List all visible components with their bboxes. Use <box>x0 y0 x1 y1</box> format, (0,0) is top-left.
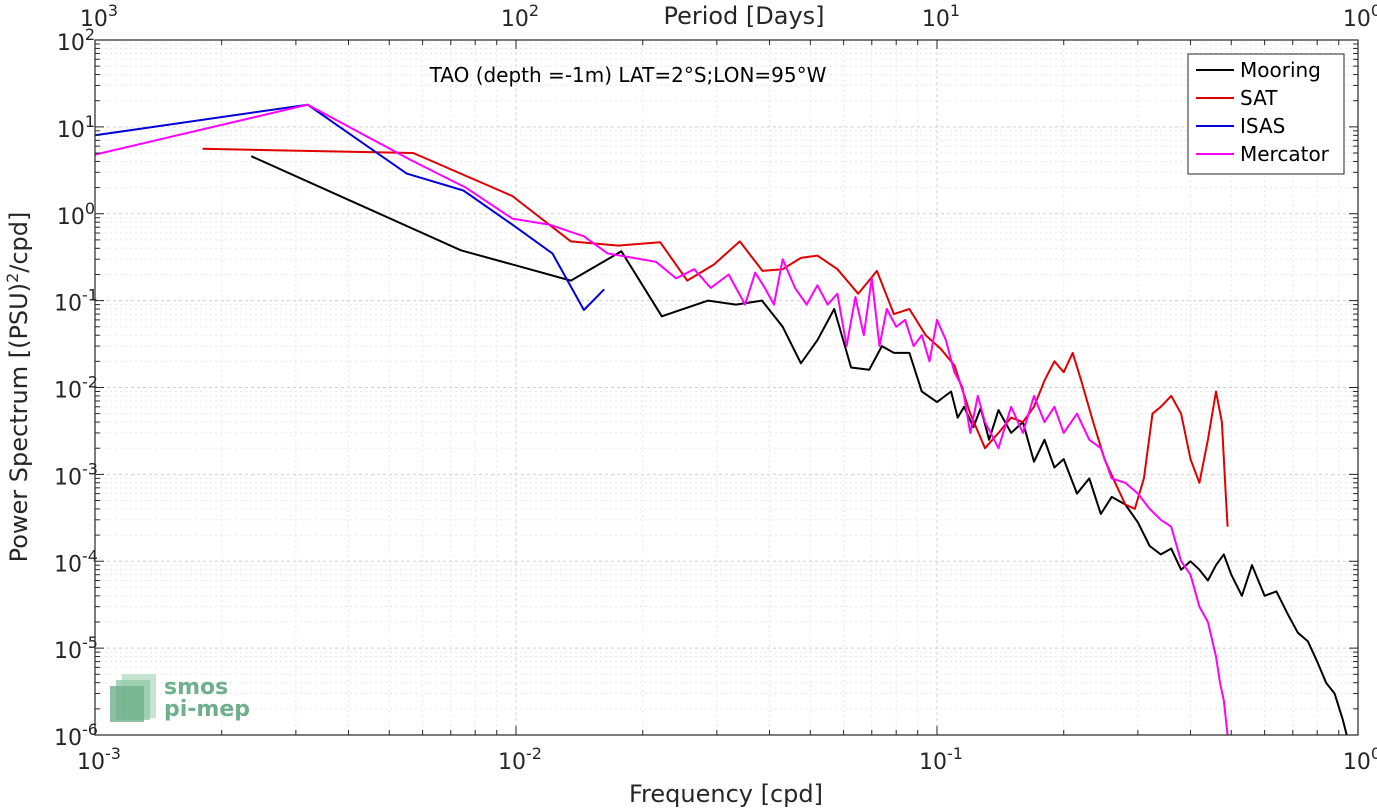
x-tick-label: 10-2 <box>498 744 542 775</box>
y-tick-label: 10-6 <box>54 720 98 751</box>
y-tick-label: 10-3 <box>54 459 98 490</box>
x2-axis-label: Period [Days] <box>663 2 824 30</box>
y-tick-label: 100 <box>57 199 95 230</box>
x-tick-label: 100 <box>1343 744 1377 775</box>
y-tick-label: 10-5 <box>54 633 98 664</box>
y-axis-label-main: Power Spectrum [(PSU) <box>5 283 33 562</box>
series-line-isas <box>94 103 605 311</box>
y-tick-labels: 10-6 10-5 10-4 10-3 10-2 10-1 100 101 102 <box>54 25 98 751</box>
x2-tick-label: 101 <box>922 1 960 32</box>
chart-title: TAO (depth =-1m) LAT=2°S;LON=95°W <box>429 63 827 87</box>
series-layer <box>94 103 1348 736</box>
y-tick-label: 101 <box>57 112 95 143</box>
x2-tick-label: 102 <box>501 1 539 32</box>
legend-label-sat: SAT <box>1240 86 1278 110</box>
legend-label-mercator: Mercator <box>1240 142 1330 166</box>
y-tick-label: 10-1 <box>54 286 98 317</box>
logo-text-line1: smos <box>164 675 228 700</box>
x2-tick-labels: 103 102 101 100 <box>80 1 1377 32</box>
y-tick-label: 10-4 <box>54 546 98 577</box>
legend-label-isas: ISAS <box>1240 114 1285 138</box>
y-tick-label: 102 <box>57 25 95 56</box>
logo-mark-front <box>110 686 144 722</box>
y-tick-label: 10-2 <box>54 373 98 404</box>
legend-label-mooring: Mooring <box>1240 58 1321 82</box>
smos-pi-mep-logo: smos pi-mep <box>110 674 250 722</box>
legend: Mooring SAT ISAS Mercator <box>1187 53 1345 175</box>
x-tick-label: 10-3 <box>77 744 121 775</box>
y-axis-label-sup: 2 <box>3 273 22 283</box>
ticks <box>94 39 1359 736</box>
y-axis-label: Power Spectrum [(PSU)2/cpd] <box>3 212 33 563</box>
x-tick-label: 10-1 <box>919 744 963 775</box>
series-line-mooring <box>250 155 1348 736</box>
logo-text-line2: pi-mep <box>164 697 250 722</box>
x2-tick-label: 100 <box>1343 1 1377 32</box>
series-line-sat <box>202 147 1229 527</box>
series-line-mercator <box>94 103 1229 736</box>
x2-tick-label: 103 <box>80 1 118 32</box>
y-axis-label-tail: /cpd] <box>5 212 33 273</box>
x-axis-label: Frequency [cpd] <box>629 780 823 808</box>
x-tick-labels: 10-3 10-2 10-1 100 <box>77 744 1377 775</box>
